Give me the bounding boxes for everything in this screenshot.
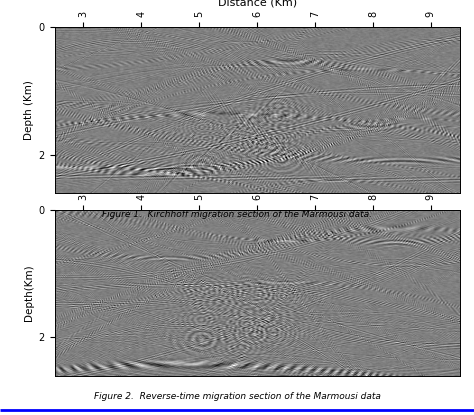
Y-axis label: Depth (Km): Depth (Km) bbox=[24, 80, 35, 140]
Y-axis label: Depth(Km): Depth(Km) bbox=[24, 264, 35, 321]
Text: Figure 2.  Reverse-time migration section of the Marmousi data: Figure 2. Reverse-time migration section… bbox=[93, 392, 381, 401]
X-axis label: Distance (Km): Distance (Km) bbox=[218, 0, 297, 7]
Text: Figure 1.  Kirchhoff migration section of the Marmousi data.: Figure 1. Kirchhoff migration section of… bbox=[102, 210, 372, 219]
